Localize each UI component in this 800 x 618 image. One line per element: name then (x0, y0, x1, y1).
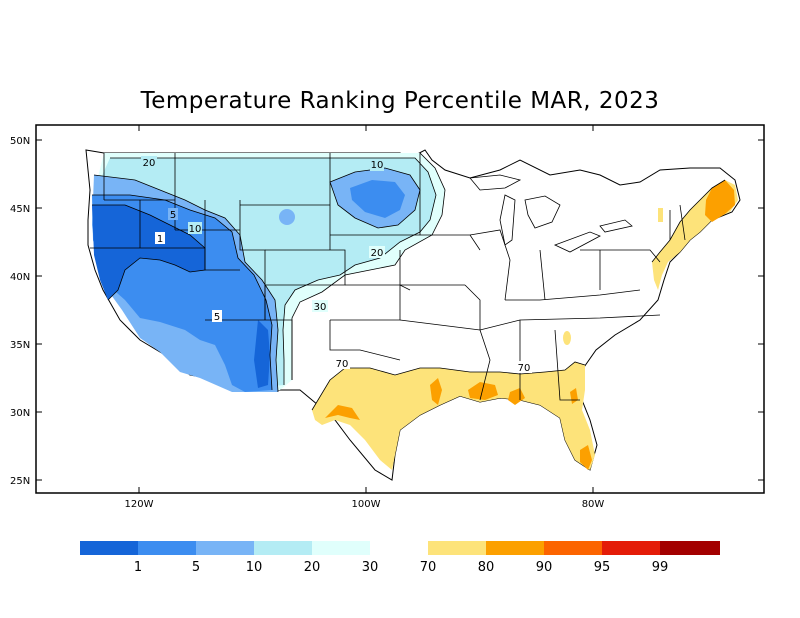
lon-label-120w: 120W (125, 499, 154, 510)
band-80-me (705, 180, 735, 222)
legend-label: 5 (192, 560, 200, 575)
wy-blob (279, 209, 295, 225)
legend-swatch-b10 (196, 541, 254, 555)
contour-label: 20 (371, 248, 384, 259)
lat-label-30n: 30N (10, 408, 30, 419)
legend-swatch-b1 (80, 541, 138, 555)
contour-label: 5 (170, 210, 176, 221)
legend-swatch-w80 (486, 541, 544, 555)
lat-label-40n: 40N (10, 272, 30, 283)
legend-label: 30 (362, 560, 379, 575)
legend-label: 95 (594, 560, 611, 575)
band-70-gulf (312, 362, 595, 470)
dakota-5 (350, 180, 405, 218)
map-title: Temperature Ranking Percentile MAR, 2023 (140, 88, 660, 114)
lat-label-45n: 45N (10, 204, 30, 215)
contour-label: 70 (336, 359, 349, 370)
band-80-la (430, 378, 442, 405)
band-70-tn (563, 331, 571, 345)
legend-swatch-w70 (428, 541, 486, 555)
band-80-ms (468, 382, 498, 400)
lakes (469, 174, 633, 253)
band-80-al (508, 388, 525, 405)
legend-label: 20 (304, 560, 321, 575)
legend-label: 70 (420, 560, 437, 575)
contour-labels: 20 10 5 10 1 5 20 30 70 70 (141, 156, 532, 374)
band-70-vt (658, 208, 663, 222)
legend-label: 10 (246, 560, 263, 575)
band-1b (254, 320, 270, 388)
contour-label: 5 (214, 312, 220, 323)
legend-swatch-w99 (660, 541, 720, 555)
legend-swatch-w90 (544, 541, 602, 555)
legend-swatch-b20 (254, 541, 312, 555)
contour-label: 70 (518, 363, 531, 374)
legend-swatch-b30 (312, 541, 370, 555)
lat-label-50n: 50N (10, 136, 30, 147)
contour-label: 30 (314, 302, 327, 313)
map-frame (35, 124, 765, 494)
contour-label: 10 (189, 224, 202, 235)
contour-label: 10 (371, 160, 384, 171)
lat-label-25n: 25N (10, 476, 30, 487)
lat-ticks (36, 139, 764, 481)
contour-label: 1 (157, 234, 163, 245)
legend-swatch-b5 (138, 541, 196, 555)
lon-ticks (138, 125, 594, 493)
band-80-fl (580, 445, 592, 470)
legend-label: 99 (652, 560, 669, 575)
legend-label: 1 (134, 560, 142, 575)
band-80-tx (325, 405, 360, 420)
legend-label: 90 (536, 560, 553, 575)
legend-label: 80 (478, 560, 495, 575)
lon-label-80w: 80W (582, 499, 605, 510)
contour-label: 20 (143, 158, 156, 169)
legend-swatch-w95 (602, 541, 660, 555)
lat-label-35n: 35N (10, 340, 30, 351)
lon-label-100w: 100W (352, 499, 381, 510)
